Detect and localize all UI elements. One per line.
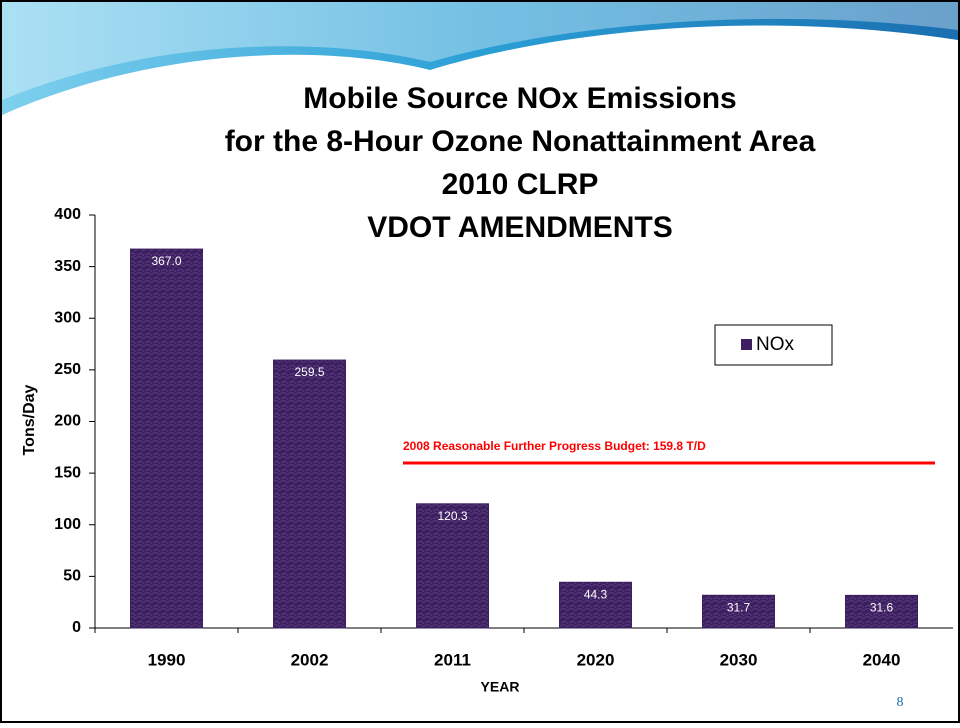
y-tick-label: 200 [54,413,81,430]
x-tick-label: 2011 [434,650,471,669]
x-tick-label: 2002 [291,650,329,669]
y-tick-label: 50 [63,568,81,585]
bar [702,594,775,629]
y-tick-label: 400 [54,206,81,223]
legend-swatch [741,339,752,350]
y-tick-label: 300 [54,309,81,326]
header-highlight [2,2,958,100]
bar [273,359,346,629]
bar [130,248,203,629]
legend-box [714,324,833,366]
value-label: 44.3 [584,587,608,601]
y-tick-label: 150 [54,464,81,481]
chart-title: VDOT AMENDMENTS [367,211,673,244]
value-label: 367.0 [151,254,181,268]
bar [416,503,489,629]
y-axis-label: Tons/Day [21,384,38,455]
legend-label: NOx [756,334,795,355]
x-axis-label: YEAR [481,679,520,695]
chart-title: Mobile Source NOx Emissions [303,82,736,115]
value-label: 31.7 [727,600,751,614]
bar [845,594,918,629]
y-tick-label: 250 [54,361,81,378]
x-tick-label: 1990 [148,650,186,669]
x-tick-label: 2040 [863,650,901,669]
chart-title: 2010 CLRP [442,168,599,201]
header-swoosh [2,2,958,115]
reference-label: 2008 Reasonable Further Progress Budget:… [403,439,706,453]
bar [559,581,632,629]
page-number: 8 [897,695,904,710]
y-tick-label: 100 [54,516,81,533]
chart-title: for the 8-Hour Ozone Nonattainment Area [225,125,816,158]
x-tick-label: 2020 [577,650,615,669]
value-label: 120.3 [437,509,467,523]
x-tick-label: 2030 [720,650,758,669]
value-label: 259.5 [294,365,324,379]
y-tick-label: 350 [54,258,81,275]
value-label: 31.6 [870,601,894,615]
y-tick-label: 0 [72,619,81,636]
